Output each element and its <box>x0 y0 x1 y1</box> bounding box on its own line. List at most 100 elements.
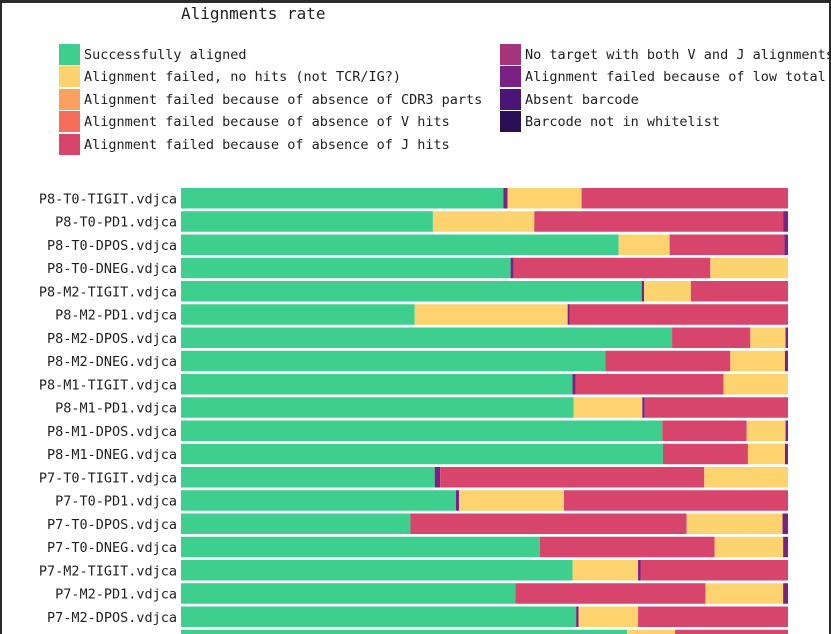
bar-segment <box>730 350 785 372</box>
bar-segment <box>539 536 715 558</box>
bar-segment <box>573 397 643 418</box>
bar-segment <box>627 629 676 634</box>
bar-segment <box>181 257 511 279</box>
bar-segment <box>515 583 706 604</box>
y-tick-label: P7-M2-PD1.vdjca <box>55 587 177 603</box>
bar-segment <box>410 513 687 534</box>
bar-segment <box>641 281 645 302</box>
y-tick-label: P8-T0-DNEG.vdjca <box>47 261 177 277</box>
y-tick-label: P8-T0-PD1.vdjca <box>55 215 177 231</box>
bar-segment <box>784 234 788 255</box>
y-tick-label: P7-T0-PD1.vdjca <box>55 494 177 510</box>
y-tick-label: P7-M2-DPOS.vdjca <box>47 610 177 626</box>
y-tick-label: P7-M2-TIGIT.vdjca <box>39 563 177 579</box>
bar-segment <box>714 536 784 558</box>
bar-segment <box>534 211 784 232</box>
bar-segment <box>181 560 573 581</box>
legend-swatch <box>500 111 521 133</box>
bar-segment <box>181 536 540 558</box>
y-tick-label: P8-M2-TIGIT.vdjca <box>39 284 177 300</box>
bar-segment <box>747 443 785 465</box>
y-tick-label: P7-T0-DPOS.vdjca <box>47 517 177 533</box>
bar-segment <box>510 257 514 279</box>
bar-segment <box>181 350 606 372</box>
legend-swatch <box>59 111 80 133</box>
bar-segment <box>783 583 788 604</box>
legend-label: Alignment failed because of absence of J… <box>84 136 450 153</box>
bar-segment <box>704 467 788 488</box>
bar-segment <box>181 397 574 418</box>
bar-segment <box>638 560 641 581</box>
y-tick-label: P8-M1-TIGIT.vdjca <box>39 377 177 393</box>
legend-swatch <box>500 44 521 65</box>
y-tick-label: P8-T0-DPOS.vdjca <box>47 238 177 254</box>
bar-segment <box>181 281 642 302</box>
bar-segment <box>675 629 788 634</box>
bar-segment <box>750 327 786 348</box>
bar-segment <box>181 304 415 325</box>
legend-label: Alignment failed because of absence of V… <box>84 114 450 131</box>
chart-title: Alignments rate <box>181 4 326 23</box>
bar-segment <box>569 304 788 325</box>
legend-label: Alignment failed, no hits (not TCR/IG?) <box>84 69 401 86</box>
bar-segment <box>686 513 783 534</box>
bar-segment <box>181 234 619 255</box>
bar-segment <box>181 513 411 534</box>
legend-label: No target with both V and J alignments <box>525 47 831 63</box>
bar-segment <box>783 211 788 232</box>
bar-segment <box>432 211 535 232</box>
bar-segment <box>723 374 788 395</box>
bar-segment <box>785 327 788 348</box>
bar-segment <box>690 281 788 302</box>
y-tick-label: P8-M1-DPOS.vdjca <box>47 424 177 440</box>
legend-swatch <box>59 133 80 155</box>
bar-segment <box>455 490 460 511</box>
legend-swatch <box>59 88 80 110</box>
bar-segment <box>181 211 433 232</box>
legend-label: Alignment failed because of low total sc <box>525 69 831 86</box>
bar-segment <box>578 606 639 627</box>
bar-segment <box>181 583 516 604</box>
bar-segment <box>784 443 789 465</box>
bar-segment <box>642 397 645 418</box>
legend-label: Barcode not in whitelist <box>525 114 721 131</box>
bar-segment <box>662 443 748 465</box>
bar-segment <box>181 467 435 488</box>
bar-segment <box>640 560 788 581</box>
bar-segment <box>181 606 577 627</box>
bar-segment <box>672 327 751 348</box>
legend-label: Alignment failed because of absence of C… <box>84 91 483 108</box>
bar-segment <box>644 281 691 302</box>
bar-segment <box>503 188 508 209</box>
legend-swatch <box>500 66 521 88</box>
bar-segment <box>644 397 788 418</box>
bar-segment <box>784 350 789 372</box>
bar-segment <box>638 606 788 627</box>
bar-segment <box>414 304 568 325</box>
bar-segment <box>575 374 724 395</box>
bar-segment <box>662 420 747 441</box>
y-tick-label: P7-T0-TIGIT.vdjca <box>39 470 177 486</box>
bar-segment <box>564 490 788 511</box>
bar-segment <box>710 257 788 279</box>
y-tick-label: P8-T0-TIGIT.vdjca <box>39 191 177 207</box>
y-tick-label: P8-M2-PD1.vdjca <box>55 308 177 324</box>
y-tick-label: P8-M1-DNEG.vdjca <box>47 447 177 463</box>
bar-segment <box>618 234 670 255</box>
bar-segment <box>572 374 576 395</box>
bar-segment <box>440 467 705 488</box>
bar-segment <box>572 560 639 581</box>
legend-swatch <box>59 44 80 65</box>
bar-segment <box>605 350 731 372</box>
bar-segment <box>746 420 786 441</box>
legend-label: Successfully aligned <box>84 47 247 63</box>
bar-segment <box>507 188 582 209</box>
bar-segment <box>783 536 788 558</box>
legend-label: Absent barcode <box>525 91 639 108</box>
bar-segment <box>181 443 663 465</box>
y-tick-label: P8-M2-DNEG.vdjca <box>47 354 177 370</box>
bar-segment <box>782 513 788 534</box>
bar-segment <box>181 490 456 511</box>
bar-segment <box>181 420 663 441</box>
